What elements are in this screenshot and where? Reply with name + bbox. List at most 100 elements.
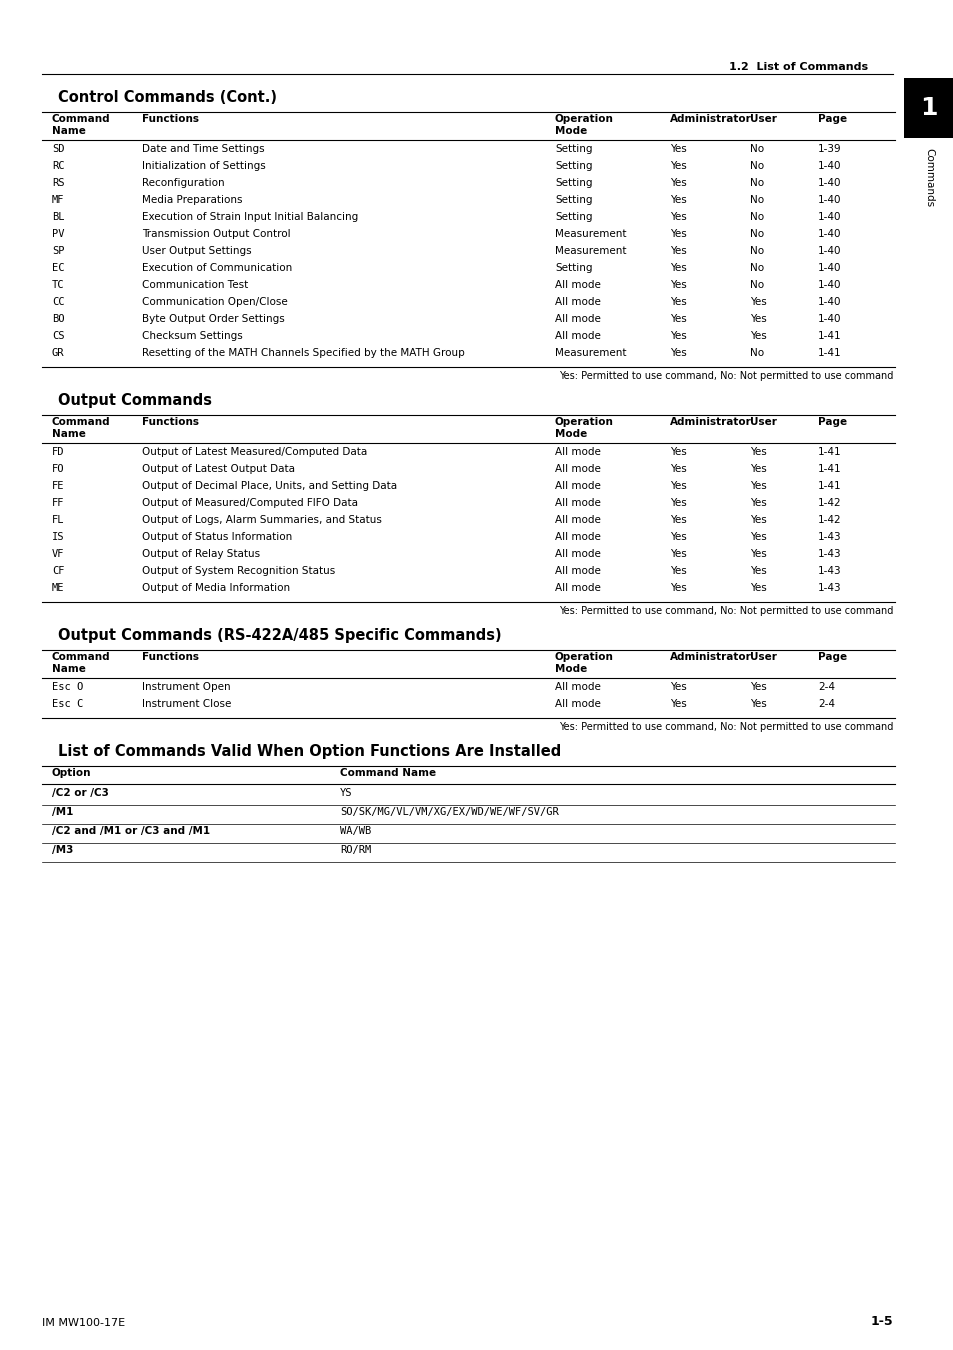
Text: Setting: Setting	[555, 144, 592, 154]
Text: SD: SD	[52, 144, 65, 154]
Text: Yes: Permitted to use command, No: Not permitted to use command: Yes: Permitted to use command, No: Not p…	[558, 722, 892, 732]
Text: Yes: Permitted to use command, No: Not permitted to use command: Yes: Permitted to use command, No: Not p…	[558, 606, 892, 616]
Text: Execution of Communication: Execution of Communication	[142, 263, 292, 273]
Text: Yes: Yes	[669, 699, 686, 709]
Text: Yes: Yes	[669, 279, 686, 290]
Text: Option: Option	[52, 768, 91, 778]
Text: Administrator: Administrator	[669, 652, 751, 662]
Text: All mode: All mode	[555, 331, 600, 342]
Text: PV: PV	[52, 230, 65, 239]
Text: No: No	[749, 279, 763, 290]
Text: Setting: Setting	[555, 194, 592, 205]
Text: BO: BO	[52, 315, 65, 324]
Text: No: No	[749, 230, 763, 239]
Text: 1-40: 1-40	[817, 315, 841, 324]
Text: 2-4: 2-4	[817, 699, 834, 709]
Text: Yes: Yes	[749, 566, 766, 576]
Text: Yes: Yes	[669, 682, 686, 693]
Text: All mode: All mode	[555, 532, 600, 541]
Text: All mode: All mode	[555, 514, 600, 525]
Text: No: No	[749, 263, 763, 273]
Text: 1-40: 1-40	[817, 297, 841, 306]
Text: Output of System Recognition Status: Output of System Recognition Status	[142, 566, 335, 576]
Text: Output of Latest Output Data: Output of Latest Output Data	[142, 464, 294, 474]
Text: Commands: Commands	[923, 148, 933, 207]
Text: RC: RC	[52, 161, 65, 171]
Text: FO: FO	[52, 464, 65, 474]
Text: No: No	[749, 178, 763, 188]
Text: Output of Measured/Computed FIFO Data: Output of Measured/Computed FIFO Data	[142, 498, 357, 508]
Text: Yes: Yes	[669, 514, 686, 525]
Text: Setting: Setting	[555, 178, 592, 188]
Text: List of Commands Valid When Option Functions Are Installed: List of Commands Valid When Option Funct…	[58, 744, 560, 759]
Text: Yes: Yes	[669, 549, 686, 559]
Text: All mode: All mode	[555, 481, 600, 491]
Text: 1-40: 1-40	[817, 246, 841, 256]
Text: All mode: All mode	[555, 682, 600, 693]
Text: 1-41: 1-41	[817, 348, 841, 358]
Text: Yes: Yes	[669, 532, 686, 541]
Text: Yes: Yes	[669, 178, 686, 188]
Text: /M1: /M1	[52, 807, 73, 817]
Text: Output of Media Information: Output of Media Information	[142, 583, 290, 593]
Text: Yes: Yes	[669, 447, 686, 458]
Text: WA/WB: WA/WB	[339, 826, 371, 836]
Text: All mode: All mode	[555, 447, 600, 458]
Text: CC: CC	[52, 297, 65, 306]
Text: 1-41: 1-41	[817, 331, 841, 342]
Text: Yes: Yes	[749, 464, 766, 474]
Text: 1-43: 1-43	[817, 583, 841, 593]
Text: 1-43: 1-43	[817, 566, 841, 576]
Text: No: No	[749, 194, 763, 205]
Text: Yes: Yes	[749, 447, 766, 458]
Text: Administrator: Administrator	[669, 417, 751, 427]
Text: 1-41: 1-41	[817, 481, 841, 491]
Text: 1-40: 1-40	[817, 161, 841, 171]
Text: Page: Page	[817, 652, 846, 662]
Text: 2-4: 2-4	[817, 682, 834, 693]
Text: BL: BL	[52, 212, 65, 221]
Text: Command
Name: Command Name	[52, 417, 111, 439]
Text: Functions: Functions	[142, 417, 199, 427]
Text: FL: FL	[52, 514, 65, 525]
Text: YS: YS	[339, 788, 352, 798]
Text: Control Commands (Cont.): Control Commands (Cont.)	[58, 90, 276, 105]
Text: /C2 or /C3: /C2 or /C3	[52, 788, 109, 798]
Text: Command
Name: Command Name	[52, 652, 111, 674]
Text: All mode: All mode	[555, 498, 600, 508]
Text: 1-40: 1-40	[817, 279, 841, 290]
Text: Output Commands (RS-422A/485 Specific Commands): Output Commands (RS-422A/485 Specific Co…	[58, 628, 501, 643]
Text: Output of Relay Status: Output of Relay Status	[142, 549, 260, 559]
Text: Output of Latest Measured/Computed Data: Output of Latest Measured/Computed Data	[142, 447, 367, 458]
Text: No: No	[749, 348, 763, 358]
Text: Yes: Yes	[669, 583, 686, 593]
Text: Yes: Yes	[749, 331, 766, 342]
Text: Setting: Setting	[555, 161, 592, 171]
Text: MF: MF	[52, 194, 65, 205]
Text: Yes: Yes	[669, 144, 686, 154]
Text: All mode: All mode	[555, 315, 600, 324]
Text: IS: IS	[52, 532, 65, 541]
Text: Reconfiguration: Reconfiguration	[142, 178, 224, 188]
Text: Yes: Permitted to use command, No: Not permitted to use command: Yes: Permitted to use command, No: Not p…	[558, 371, 892, 381]
Text: 1.2  List of Commands: 1.2 List of Commands	[728, 62, 867, 72]
Text: All mode: All mode	[555, 583, 600, 593]
Text: Communication Test: Communication Test	[142, 279, 248, 290]
Text: Yes: Yes	[669, 246, 686, 256]
Text: 1-40: 1-40	[817, 230, 841, 239]
Text: TC: TC	[52, 279, 65, 290]
Text: Operation
Mode: Operation Mode	[555, 113, 613, 135]
Text: Esc O: Esc O	[52, 682, 83, 693]
Text: Transmission Output Control: Transmission Output Control	[142, 230, 291, 239]
Text: Output of Decimal Place, Units, and Setting Data: Output of Decimal Place, Units, and Sett…	[142, 481, 396, 491]
Text: Yes: Yes	[669, 297, 686, 306]
Text: User: User	[749, 113, 776, 124]
Text: Measurement: Measurement	[555, 348, 626, 358]
Text: Measurement: Measurement	[555, 246, 626, 256]
Text: Yes: Yes	[749, 481, 766, 491]
Text: Yes: Yes	[749, 532, 766, 541]
Text: Operation
Mode: Operation Mode	[555, 417, 613, 439]
Text: ME: ME	[52, 583, 65, 593]
Text: Command
Name: Command Name	[52, 113, 111, 135]
Text: Page: Page	[817, 113, 846, 124]
